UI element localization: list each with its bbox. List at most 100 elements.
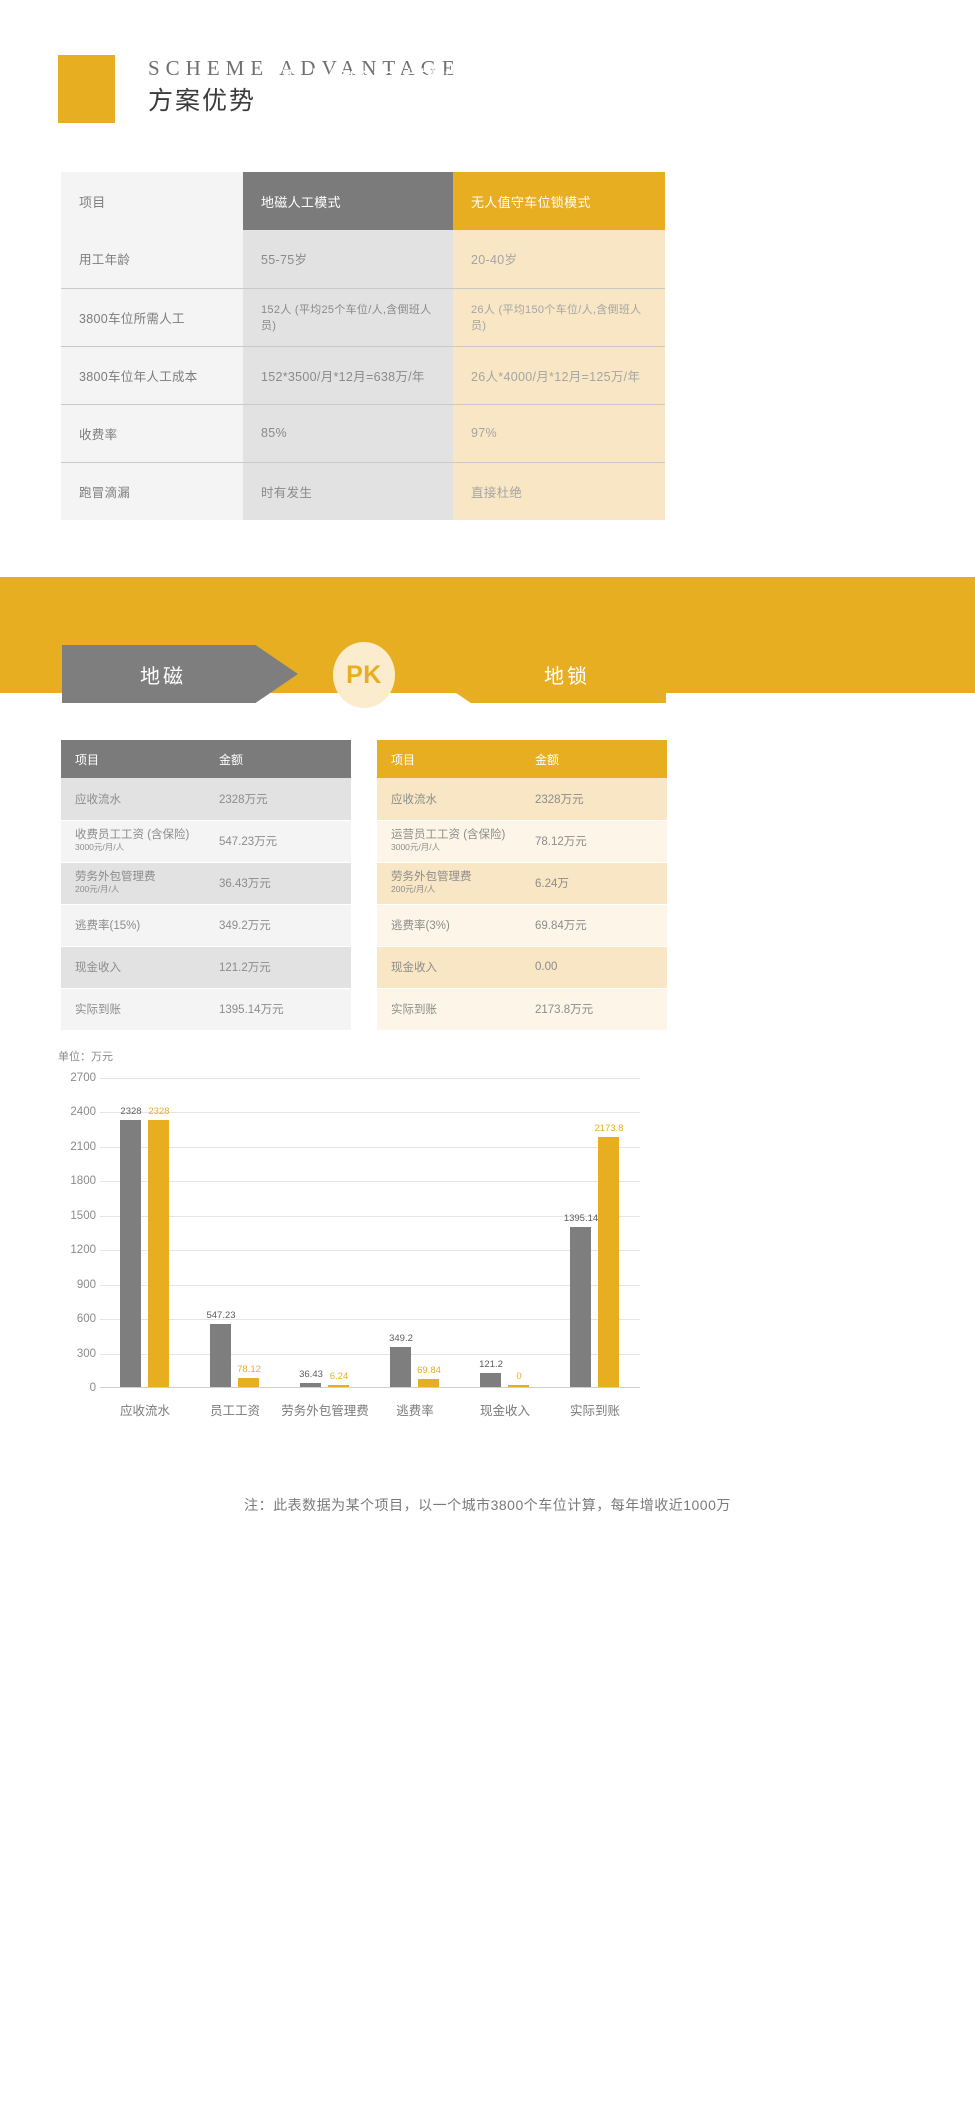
header-english-title: SCHEME ADVANTAGE bbox=[148, 56, 461, 80]
table-row: 应收流水 2328万元 bbox=[377, 778, 667, 821]
bar-group: 121.2 0 bbox=[470, 1078, 540, 1387]
bar-value-grey: 547.23 bbox=[206, 1310, 236, 1322]
bar-grey bbox=[120, 1119, 141, 1387]
cr-r3-value: 69.84万元 bbox=[521, 904, 667, 947]
pk-right-arrow: 地锁 bbox=[428, 645, 666, 703]
bar-value-gold: 2173.8 bbox=[594, 1123, 624, 1135]
table-row: 应收流水 2328万元 bbox=[61, 778, 351, 821]
bar-value-gold: 78.12 bbox=[237, 1364, 261, 1376]
t1-r0-auto: 20-40岁 bbox=[453, 230, 665, 289]
y-tick-label: 2100 bbox=[70, 1140, 96, 1153]
chart-x-axis-labels: 应收流水 员工工资 劳务外包管理费 逃费率 现金收入 实际到账 bbox=[100, 1400, 640, 1424]
t1-r4-manual: 时有发生 bbox=[243, 462, 453, 520]
bar-value-gold: 2328 bbox=[148, 1105, 170, 1117]
y-tick-label: 600 bbox=[76, 1313, 96, 1326]
cr-r1-sub: 3000元/月/人 bbox=[391, 842, 441, 852]
bar-gold bbox=[238, 1378, 259, 1387]
cl-r5-value: 1395.14万元 bbox=[205, 988, 351, 1031]
chart-y-axis: 0 300 600 900 1200 1500 1800 2100 2400 2700 bbox=[52, 1070, 96, 1396]
cl-r0-value: 2328万元 bbox=[205, 778, 351, 821]
cl-header-amount: 金额 bbox=[205, 740, 351, 778]
y-tick-label: 2400 bbox=[70, 1106, 96, 1119]
banner-title: “无人值守车位锁”模式对比 “地磁人工”模式 bbox=[271, 67, 704, 92]
t1-r1-auto: 26人 (平均150个车位/人,含倒班人员) bbox=[453, 288, 665, 347]
cl-r4-label: 现金收入 bbox=[61, 946, 205, 989]
table-row: 运营员工工资 (含保险) 3000元/月/人 78.12万元 bbox=[377, 820, 667, 863]
cr-r2-main: 劳务外包管理费 bbox=[391, 871, 472, 883]
compare-table-left: 项目 金额 应收流水 2328万元 收费员工工资 (含保险) 3000元/月/人 … bbox=[61, 740, 351, 1031]
chart-x-axis-line bbox=[100, 1387, 640, 1388]
gridline bbox=[100, 1112, 640, 1114]
cr-header-item: 项目 bbox=[377, 740, 521, 778]
table-row: 3800车位所需人工 152人 (平均25个车位/人,含倒班人员) 26人 (平… bbox=[61, 288, 665, 347]
t1-r4-item: 跑冒滴漏 bbox=[61, 462, 243, 520]
table-row: 现金收入 121.2万元 bbox=[61, 946, 351, 989]
x-tick-label: 实际到账 bbox=[569, 1404, 620, 1418]
bar-value-gold: 6.24 bbox=[329, 1371, 349, 1382]
y-tick-label: 0 bbox=[89, 1382, 96, 1394]
chart-plot-area: 2328 2328 547.23 78.12 36.43 6.24 349.2 69.84 12… bbox=[100, 1078, 640, 1388]
x-tick-label: 应收流水 bbox=[119, 1404, 170, 1418]
cr-r4-label: 现金收入 bbox=[377, 946, 521, 989]
gridline bbox=[100, 1250, 640, 1252]
t1-header-item: 项目 bbox=[61, 172, 243, 230]
y-tick-label: 1200 bbox=[70, 1244, 96, 1257]
compare-table-right: 项目 金额 应收流水 2328万元 运营员工工资 (含保险) 3000元/月/人 … bbox=[377, 740, 667, 1031]
gridline bbox=[100, 1181, 640, 1183]
table-row: 逃费率(3%) 69.84万元 bbox=[377, 904, 667, 947]
bar-grey bbox=[390, 1346, 411, 1387]
cl-r1-main: 收费员工工资 (含保险) bbox=[75, 829, 190, 841]
bar-group: 2328 2328 bbox=[110, 1078, 180, 1387]
table-row: 劳务外包管理费 200元/月/人 36.43万元 bbox=[61, 862, 351, 905]
cr-r4-value: 0.00 bbox=[521, 946, 667, 989]
bar-value-grey: 1395.14 bbox=[563, 1212, 599, 1224]
table-row: 实际到账 2173.8万元 bbox=[377, 988, 667, 1031]
cl-r1-label: 收费员工工资 (含保险) 3000元/月/人 bbox=[61, 820, 205, 863]
t1-r3-manual: 85% bbox=[243, 404, 453, 463]
cl-r2-main: 劳务外包管理费 bbox=[75, 871, 156, 883]
cl-header-item: 项目 bbox=[61, 740, 205, 778]
cr-r1-value: 78.12万元 bbox=[521, 820, 667, 863]
t1-r2-item: 3800车位年人工成本 bbox=[61, 346, 243, 405]
t1-header-auto: 无人值守车位锁模式 bbox=[453, 172, 665, 230]
page-header: SCHEME ADVANTAGE 方案优势 bbox=[0, 55, 975, 140]
t1-r1-manual: 152人 (平均25个车位/人,含倒班人员) bbox=[243, 288, 453, 347]
y-tick-label: 2700 bbox=[70, 1072, 96, 1084]
cl-r3-value: 349.2万元 bbox=[205, 904, 351, 947]
gridline bbox=[100, 1078, 640, 1079]
cr-r5-value: 2173.8万元 bbox=[521, 988, 667, 1031]
bar-grey bbox=[300, 1382, 321, 1387]
bar-gold bbox=[598, 1137, 619, 1387]
t1-r1-item: 3800车位所需人工 bbox=[61, 288, 243, 347]
t1-header-manual: 地磁人工模式 bbox=[243, 172, 453, 230]
x-tick-label: 逃费率 bbox=[396, 1404, 434, 1418]
table-row: 3800车位年人工成本 152*3500/月*12月=638万/年 26人*40… bbox=[61, 346, 665, 405]
bar-value-grey: 121.2 bbox=[479, 1359, 503, 1371]
cl-r2-label: 劳务外包管理费 200元/月/人 bbox=[61, 862, 205, 905]
cr-r0-value: 2328万元 bbox=[521, 778, 667, 821]
x-tick-label: 现金收入 bbox=[479, 1404, 530, 1418]
chart-unit-label: 单位：万元 bbox=[58, 1051, 113, 1063]
bar-chart: 单位：万元 0 300 600 900 1200 1500 1800 2100 2400 2700… bbox=[0, 1040, 975, 1460]
bar-gold bbox=[328, 1385, 349, 1387]
bar-grey bbox=[570, 1226, 591, 1387]
bar-value-grey: 36.43 bbox=[299, 1368, 323, 1380]
table-row: 现金收入 0.00 bbox=[377, 946, 667, 989]
x-tick-label: 劳务外包管理费 bbox=[281, 1404, 369, 1418]
cr-r1-main: 运营员工工资 (含保险) bbox=[391, 829, 506, 841]
cl-r3-label: 逃费率(15%) bbox=[61, 904, 205, 947]
t1-r3-auto: 97% bbox=[453, 404, 665, 463]
gridline bbox=[100, 1284, 640, 1286]
bar-gold bbox=[418, 1378, 439, 1387]
t1-r0-manual: 55-75岁 bbox=[243, 230, 453, 289]
cl-r1-value: 547.23万元 bbox=[205, 820, 351, 863]
pk-comparison-row: 地磁 PK 地锁 bbox=[0, 642, 975, 708]
header-chinese-title: 方案优势 bbox=[148, 88, 257, 115]
cr-r5-label: 实际到账 bbox=[377, 988, 521, 1031]
pk-left-arrow: 地磁 bbox=[62, 645, 298, 703]
pk-badge: PK bbox=[333, 642, 395, 708]
bar-grey bbox=[480, 1373, 501, 1387]
y-tick-label: 900 bbox=[76, 1278, 96, 1291]
y-tick-label: 1500 bbox=[70, 1209, 96, 1222]
